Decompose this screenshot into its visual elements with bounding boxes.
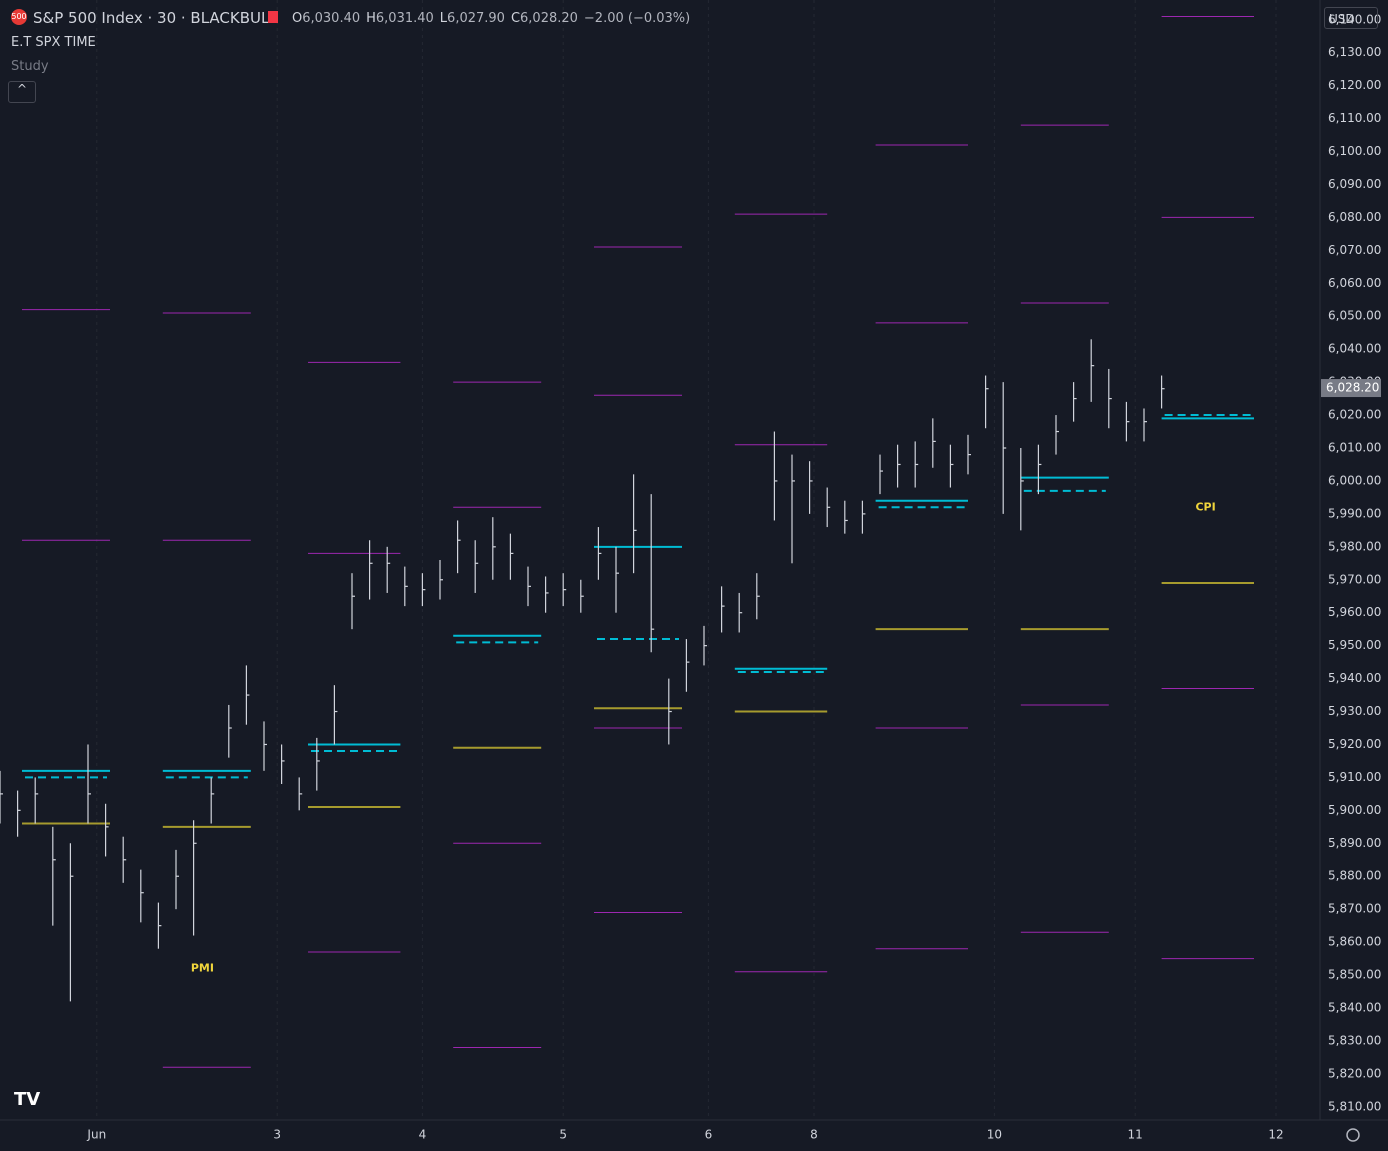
x-tick-label: 3 bbox=[273, 1128, 281, 1142]
y-tick-label: 5,920.00 bbox=[1328, 737, 1381, 751]
y-tick-label: 5,930.00 bbox=[1328, 704, 1381, 718]
quote-part: −2.00 (−0.03%) bbox=[583, 11, 691, 26]
y-tick-label: 6,040.00 bbox=[1328, 342, 1381, 356]
y-tick-label: 5,840.00 bbox=[1328, 1001, 1381, 1015]
settings-icon[interactable] bbox=[1346, 1128, 1360, 1142]
y-tick-label: 6,060.00 bbox=[1328, 276, 1381, 290]
quote: O6,030.40 H6,031.40 L6,027.90 C6,028.20 −2.0… bbox=[292, 11, 690, 26]
y-tick-label: 5,940.00 bbox=[1328, 671, 1381, 685]
study[interactable]: Study bbox=[11, 59, 49, 74]
last-price-bg bbox=[1321, 379, 1381, 398]
x-tick-label: 11 bbox=[1128, 1128, 1143, 1142]
y-tick-label: 6,110.00 bbox=[1328, 111, 1381, 125]
quote-part: O bbox=[292, 11, 303, 26]
y-tick-label: 5,960.00 bbox=[1328, 605, 1381, 619]
last-price-label: 6,028.20 bbox=[1326, 381, 1379, 395]
x-tick-label: 8 bbox=[810, 1128, 818, 1142]
x-tick-label: 5 bbox=[559, 1128, 567, 1142]
y-tick-label: 5,830.00 bbox=[1328, 1033, 1381, 1047]
price-axis-bg bbox=[1320, 0, 1388, 1151]
quote-part: L bbox=[439, 11, 448, 26]
y-tick-label: 5,880.00 bbox=[1328, 869, 1381, 883]
y-tick-label: 6,090.00 bbox=[1328, 177, 1381, 191]
y-tick-label: 5,890.00 bbox=[1328, 836, 1381, 850]
x-tick-label: 4 bbox=[419, 1128, 427, 1142]
y-tick-label: 5,850.00 bbox=[1328, 968, 1381, 982]
annotation: CPI bbox=[1195, 500, 1215, 513]
annotation: PMI bbox=[191, 961, 214, 974]
y-tick-label: 5,870.00 bbox=[1328, 902, 1381, 916]
collapse-button[interactable]: ^ bbox=[8, 81, 36, 103]
quote-part: C bbox=[510, 11, 521, 26]
y-tick-label: 6,000.00 bbox=[1328, 473, 1381, 487]
y-tick-label: 6,080.00 bbox=[1328, 210, 1381, 224]
y-tick-label: 6,130.00 bbox=[1328, 45, 1381, 59]
x-tick-label: 12 bbox=[1268, 1128, 1283, 1142]
quote-part: 6,027.90 bbox=[447, 11, 505, 26]
y-tick-label: 5,950.00 bbox=[1328, 638, 1381, 652]
x-tick-label: Jun bbox=[86, 1128, 106, 1142]
y-tick-label: 5,990.00 bbox=[1328, 506, 1381, 520]
quote-part: 6,028.20 bbox=[520, 11, 578, 26]
quote-part: H bbox=[366, 11, 376, 26]
quote-part: 6,031.40 bbox=[375, 11, 434, 26]
y-tick-label: 6,100.00 bbox=[1328, 144, 1381, 158]
symbol-badge: 500 bbox=[11, 9, 27, 25]
x-tick-label: 10 bbox=[987, 1128, 1002, 1142]
symbol-title[interactable]: S&P 500 Index · 30 · BLACKBULL bbox=[33, 9, 278, 27]
flag[interactable] bbox=[268, 11, 278, 23]
y-tick-label: 6,050.00 bbox=[1328, 309, 1381, 323]
y-tick-label: 6,120.00 bbox=[1328, 78, 1381, 92]
y-tick-label: 5,980.00 bbox=[1328, 539, 1381, 553]
y-tick-label: 6,020.00 bbox=[1328, 408, 1381, 422]
indicator[interactable]: E.T SPX TIME bbox=[11, 35, 96, 50]
y-tick-label: 5,910.00 bbox=[1328, 770, 1381, 784]
currency[interactable]: USD bbox=[1324, 7, 1378, 29]
y-tick-label: 5,860.00 bbox=[1328, 935, 1381, 949]
y-tick-label: 6,010.00 bbox=[1328, 441, 1381, 455]
quote-part: 6,030.40 bbox=[302, 11, 361, 26]
y-tick-label: 5,900.00 bbox=[1328, 803, 1381, 817]
x-tick-label: 6 bbox=[705, 1128, 713, 1142]
y-tick-label: 5,820.00 bbox=[1328, 1066, 1381, 1080]
logo: TV bbox=[14, 1089, 40, 1110]
y-tick-label: 5,810.00 bbox=[1328, 1099, 1381, 1113]
grid bbox=[96, 0, 1277, 1120]
y-tick-label: 6,070.00 bbox=[1328, 243, 1381, 257]
y-tick-label: 5,970.00 bbox=[1328, 572, 1381, 586]
y-tick-label: 6,140.00 bbox=[1328, 12, 1381, 26]
